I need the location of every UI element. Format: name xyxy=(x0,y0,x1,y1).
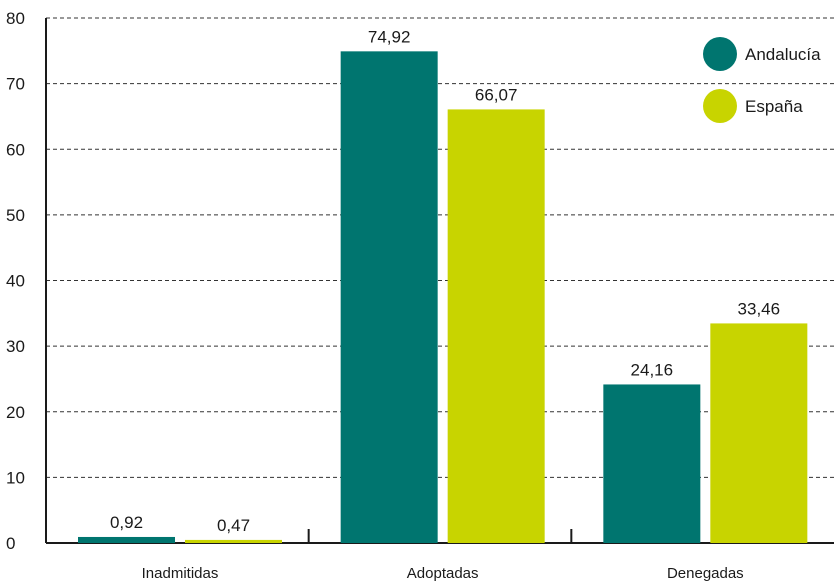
legend-swatch-0 xyxy=(703,37,737,71)
y-tick-label-20: 20 xyxy=(6,403,25,422)
y-tick-labels: 0 10 20 30 40 50 60 70 80 xyxy=(6,9,25,553)
data-label-adoptadas-0: 74,92 xyxy=(368,27,411,46)
bar-adoptadas-1 xyxy=(447,109,545,544)
y-tick-label-40: 40 xyxy=(6,272,25,291)
data-label-denegadas-0: 24,16 xyxy=(631,360,674,379)
y-tick-label-80: 80 xyxy=(6,9,25,28)
bar-inadmitidas-1 xyxy=(185,539,282,543)
x-category-label-denegadas: Denegadas xyxy=(667,565,744,581)
legend-label-0: Andalucía xyxy=(745,45,821,64)
y-tick-label-0: 0 xyxy=(6,534,15,553)
x-category-label-inadmitidas: Inadmitidas xyxy=(142,565,219,581)
x-category-labels: Inadmitidas Adoptadas Denegadas xyxy=(142,565,744,581)
data-label-adoptadas-1: 66,07 xyxy=(475,85,518,104)
legend: Andalucía España xyxy=(703,37,821,123)
y-tick-label-10: 10 xyxy=(6,468,25,487)
bar-denegadas-0 xyxy=(603,384,701,543)
x-category-label-adoptadas: Adoptadas xyxy=(407,565,479,581)
bar-adoptadas-0 xyxy=(340,51,438,544)
y-tick-label-30: 30 xyxy=(6,337,25,356)
legend-swatch-1 xyxy=(703,89,737,123)
data-label-inadmitidas-1: 0,47 xyxy=(217,516,250,535)
y-tick-label-70: 70 xyxy=(6,75,25,94)
y-tick-label-50: 50 xyxy=(6,206,25,225)
data-label-inadmitidas-0: 0,92 xyxy=(110,513,143,532)
data-label-denegadas-1: 33,46 xyxy=(738,299,781,318)
bar-denegadas-1 xyxy=(710,323,808,543)
grid-lines xyxy=(46,17,834,478)
y-tick-label-60: 60 xyxy=(6,140,25,159)
axes xyxy=(45,18,834,544)
legend-label-1: España xyxy=(745,97,803,116)
bar-inadmitidas-0 xyxy=(78,536,175,543)
data-labels: 0,92 0,47 74,92 66,07 24,16 33,46 xyxy=(110,27,780,535)
bars xyxy=(78,51,808,544)
